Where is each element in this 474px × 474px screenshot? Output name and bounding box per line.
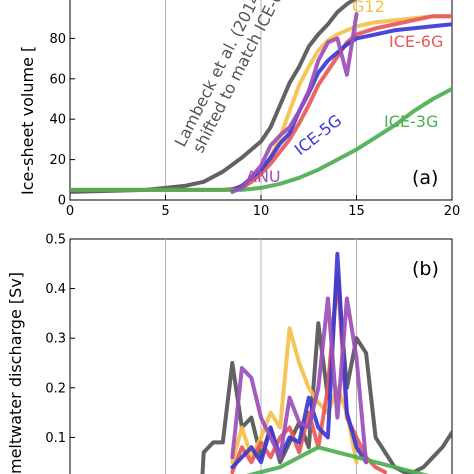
panel-b-ylabel: meltwater discharge [Sv] [6,272,25,474]
xtick-label: 20 [444,204,461,219]
panel-a-ylabel: Ice-sheet volume [ [18,46,37,195]
annotation-ice-6g: ICE-6G [389,32,443,51]
panel-b-ticks: 0.1 0.2 0.3 0.4 0.5 [45,233,75,446]
series-ice-3g [70,86,452,192]
panel-a: 0 5 10 15 20 0 20 40 60 80 Ice-sheet volume [ (a)… [18,0,460,219]
panel-a-label: (a) [412,167,438,189]
xtick-label: 10 [253,204,270,219]
series-anu [230,12,359,194]
annotation-ice-3g: ICE-3G [384,112,438,131]
ytick-label: 0.4 [45,282,66,297]
panel-b-label: (b) [412,258,439,280]
ytick-label: 80 [49,32,66,47]
ytick-label: 40 [49,113,66,128]
panel-a-ticks: 0 5 10 15 20 0 20 40 60 80 [49,32,460,219]
series-ice-5g [230,22,452,192]
panel-b: 0.1 0.2 0.3 0.4 0.5 meltwater discharge [Sv]… [6,233,453,474]
ytick-label: 0.1 [45,431,66,446]
ytick-label: 0 [58,194,66,209]
ytick-label: 0.5 [45,233,66,248]
ytick-label: 0.2 [45,381,66,396]
panel-b-series [200,251,452,474]
annotation-g12: G12 [352,0,385,16]
annotation-ice-5g: ICE-5G [291,111,346,159]
xtick-label: 15 [348,204,365,219]
ytick-label: 60 [49,72,66,87]
ytick-label: 20 [49,153,66,168]
series-ice-6g [230,271,388,474]
series-anu [230,296,369,465]
series-ice-3g [245,445,429,474]
panel-a-series [70,0,452,194]
xtick-label: 0 [66,204,74,219]
xtick-label: 5 [161,204,169,219]
ytick-label: 0.3 [45,332,66,347]
annotation-anu: ANU [246,167,281,186]
